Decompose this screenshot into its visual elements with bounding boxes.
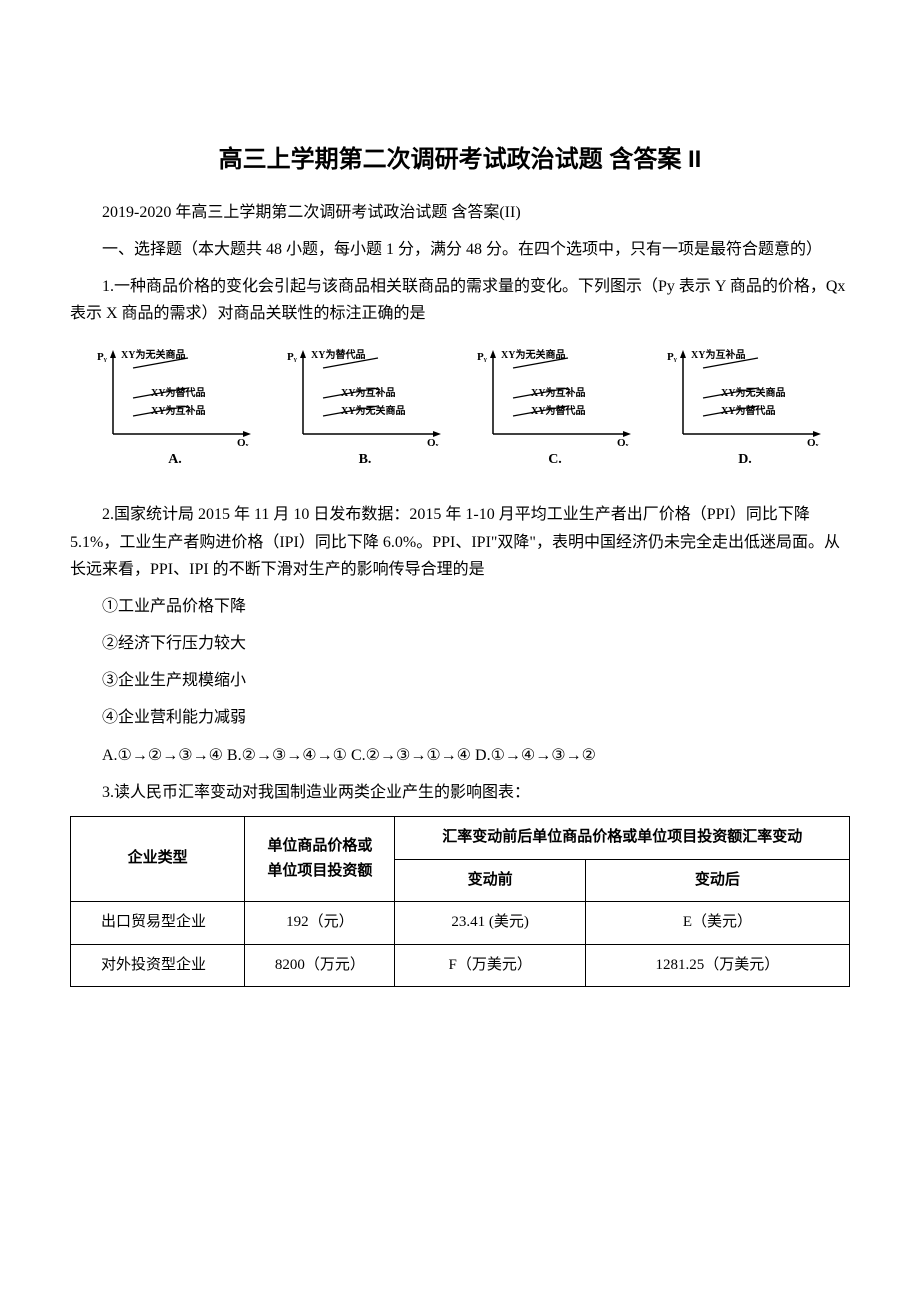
question-2-choices: A.①→②→③→④ B.②→③→④→① C.②→③→①→④ D.①→④→③→② bbox=[70, 742, 850, 769]
table-header-unit-line1: 单位商品价格或 bbox=[267, 838, 372, 854]
question-2-option-1: ①工业产品价格下降 bbox=[70, 593, 850, 620]
question-2-text: 2.国家统计局 2015 年 11 月 10 日发布数据：2015 年 1-10… bbox=[70, 501, 850, 583]
table-row: 企业类型 单位商品价格或 单位项目投资额 汇率变动前后单位商品价格或单位项目投资… bbox=[71, 817, 850, 860]
svg-text:XY为替代品: XY为替代品 bbox=[151, 386, 205, 399]
svg-text:Qₓ: Qₓ bbox=[427, 437, 440, 446]
svg-text:XY为无关商品: XY为无关商品 bbox=[341, 404, 405, 417]
chart-option: Pᵧ Qₓ XY为无关商品 XY为替代品 XY为互补品 A. bbox=[95, 346, 255, 472]
section-instructions: 一、选择题（本大题共 48 小题，每小题 1 分，满分 48 分。在四个选项中，… bbox=[70, 236, 850, 263]
table-cell: 出口贸易型企业 bbox=[71, 902, 245, 945]
question-3-text: 3.读人民币汇率变动对我国制造业两类企业产生的影响图表： bbox=[70, 779, 850, 806]
svg-text:Pᵧ: Pᵧ bbox=[287, 351, 297, 363]
page-title: 高三上学期第二次调研考试政治试题 含答案 II bbox=[70, 140, 850, 181]
chart-option-tag: B. bbox=[285, 448, 445, 472]
svg-text:Qₓ: Qₓ bbox=[617, 437, 630, 446]
chart-option: Pᵧ Qₓ XY为无关商品 XY为互补品 XY为替代品 C. bbox=[475, 346, 635, 472]
table-row: 对外投资型企业 8200（万元） F（万美元） 1281.25（万美元） bbox=[71, 944, 850, 987]
svg-text:Qₓ: Qₓ bbox=[807, 437, 820, 446]
question-1-charts: Pᵧ Qₓ XY为无关商品 XY为替代品 XY为互补品 A. Pᵧ Qₓ XY为替代品 XY为互补… bbox=[70, 346, 850, 472]
question-2-option-3: ③企业生产规模缩小 bbox=[70, 667, 850, 694]
svg-text:XY为无关商品: XY为无关商品 bbox=[121, 348, 185, 361]
table-row: 出口贸易型企业 192（元） 23.41 (美元) E（美元） bbox=[71, 902, 850, 945]
svg-text:XY为替代品: XY为替代品 bbox=[311, 348, 365, 361]
question-2-option-4: ④企业营利能力减弱 bbox=[70, 704, 850, 731]
table-header-type: 企业类型 bbox=[71, 817, 245, 902]
chart-option: Pᵧ Qₓ XY为替代品 XY为互补品 XY为无关商品 B. bbox=[285, 346, 445, 472]
table-cell: 8200（万元） bbox=[245, 944, 395, 987]
svg-text:XY为无关商品: XY为无关商品 bbox=[501, 348, 565, 361]
svg-text:XY为替代品: XY为替代品 bbox=[531, 404, 585, 417]
table-header-unit-line2: 单位项目投资额 bbox=[267, 863, 372, 879]
svg-text:XY为替代品: XY为替代品 bbox=[721, 404, 775, 417]
table-header-before: 变动前 bbox=[395, 859, 585, 902]
subtitle: 2019-2020 年高三上学期第二次调研考试政治试题 含答案(II) bbox=[70, 199, 850, 226]
svg-text:XY为互补品: XY为互补品 bbox=[531, 386, 585, 399]
chart-option-tag: A. bbox=[95, 448, 255, 472]
table-header-change: 汇率变动前后单位商品价格或单位项目投资额汇率变动 bbox=[395, 817, 850, 860]
question-3-table: 企业类型 单位商品价格或 单位项目投资额 汇率变动前后单位商品价格或单位项目投资… bbox=[70, 816, 850, 987]
table-cell: E（美元） bbox=[585, 902, 849, 945]
svg-text:XY为互补品: XY为互补品 bbox=[151, 404, 205, 417]
table-cell: 对外投资型企业 bbox=[71, 944, 245, 987]
svg-text:Pᵧ: Pᵧ bbox=[477, 351, 487, 363]
svg-text:XY为互补品: XY为互补品 bbox=[691, 348, 745, 361]
question-2-option-2: ②经济下行压力较大 bbox=[70, 630, 850, 657]
chart-option-tag: C. bbox=[475, 448, 635, 472]
svg-text:Qₓ: Qₓ bbox=[237, 437, 250, 446]
svg-text:Pᵧ: Pᵧ bbox=[97, 351, 107, 363]
table-header-after: 变动后 bbox=[585, 859, 849, 902]
table-cell: 1281.25（万美元） bbox=[585, 944, 849, 987]
table-header-unit: 单位商品价格或 单位项目投资额 bbox=[245, 817, 395, 902]
table-cell: 23.41 (美元) bbox=[395, 902, 585, 945]
svg-text:XY为无关商品: XY为无关商品 bbox=[721, 386, 785, 399]
table-cell: F（万美元） bbox=[395, 944, 585, 987]
table-cell: 192（元） bbox=[245, 902, 395, 945]
svg-text:XY为互补品: XY为互补品 bbox=[341, 386, 395, 399]
question-1-text: 1.一种商品价格的变化会引起与该商品相关联商品的需求量的变化。下列图示（Py 表… bbox=[70, 273, 850, 327]
svg-text:Pᵧ: Pᵧ bbox=[667, 351, 677, 363]
chart-option-tag: D. bbox=[665, 448, 825, 472]
chart-option: Pᵧ Qₓ XY为互补品 XY为无关商品 XY为替代品 D. bbox=[665, 346, 825, 472]
